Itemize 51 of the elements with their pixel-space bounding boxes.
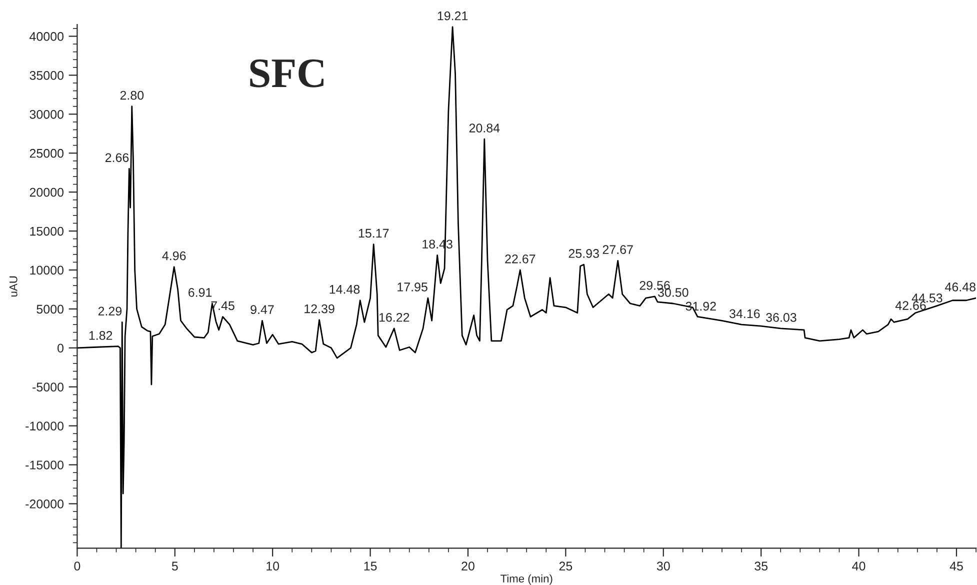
annotation: 20.84 [469,124,500,132]
annotation: 2.66 [105,153,129,162]
y-axis-title: uAU [10,276,18,296]
annotation: 22.67 [505,254,536,264]
x-tick-label: 25 [559,562,572,571]
annotation: 2.80 [120,90,144,100]
annotation: 1.82 [89,331,112,340]
x-tick-label: 35 [754,562,768,571]
y-tick-label: -15000 [26,460,64,470]
y-tick-label: 0 [58,344,64,353]
annotation: 15.17 [358,228,389,238]
annotation: 2.29 [98,306,122,316]
annotation: 12.39 [304,304,334,314]
annotation: 19.21 [438,11,468,20]
annotation: 42.66 [895,301,926,310]
annotation: 34.16 [730,309,760,318]
x-tick-label: 5 [172,562,178,571]
x-tick-label: 10 [266,562,280,571]
annotation: 44.53 [912,294,942,302]
annotation: 16.22 [379,312,410,322]
y-tick-label: 5000 [36,304,64,314]
x-tick-label: 20 [462,562,474,571]
x-tick-label: 30 [656,562,670,571]
y-tick-label: 10000 [30,266,64,275]
x-tick-label: 0 [74,562,80,571]
annotation: 46.48 [945,282,976,292]
y-tick-label: 20000 [30,188,64,197]
text: SFC [250,59,324,88]
annotation: 31.92 [686,302,716,311]
annotation: 30.50 [658,288,688,297]
y-tick-label: 30000 [30,110,64,119]
annotation: 27.67 [602,245,633,254]
annotation: 6.91 [188,288,212,297]
annotation: 36.03 [766,313,796,322]
y-tick-label: 35000 [30,71,64,80]
y-tick-label: 25000 [30,148,64,158]
x-tick-label: 40 [852,562,866,571]
y-tick-label: -10000 [26,422,64,430]
x-tick-label: 45 [950,562,963,571]
annotation: 29.56 [640,280,670,290]
y-tick-label: 40000 [30,32,64,41]
x-axis-title: Time (min) [500,574,552,585]
y-tick-label: -20000 [26,500,64,508]
y-tick-label: 15000 [30,226,64,236]
x-tick-label: 15 [364,562,377,571]
annotation: 4.96 [162,251,186,260]
annotation: 25.93 [568,249,599,258]
annotation: 14.48 [330,284,360,294]
y-tick-label: -5000 [32,382,64,392]
annotation: 9.47 [250,305,274,314]
annotation: 17.95 [398,282,428,292]
